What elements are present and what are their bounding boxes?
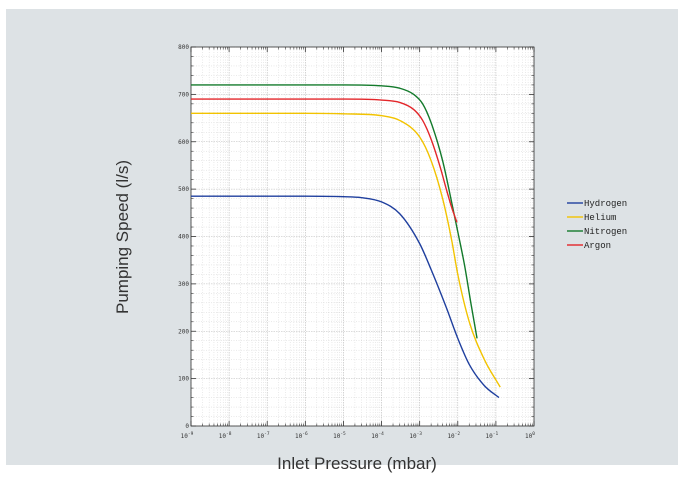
y-tick-label: 200 — [178, 328, 189, 335]
series-line-nitrogen — [191, 84, 478, 339]
y-tick-label: 800 — [178, 44, 189, 51]
legend-label-hydrogen: Hydrogen — [584, 199, 627, 209]
x-axis-title: Inlet Pressure (mbar) — [277, 454, 437, 473]
x-tick-label: 10-1 — [486, 431, 499, 440]
y-tick-label: 500 — [178, 186, 189, 193]
legend-label-nitrogen: Nitrogen — [584, 227, 627, 237]
series-line-argon — [191, 98, 458, 223]
legend-label-argon: Argon — [584, 241, 611, 251]
y-tick-label: 100 — [178, 376, 189, 383]
x-tick-label: 10-9 — [181, 431, 194, 440]
y-tick-label: 300 — [178, 281, 189, 288]
y-axis-title: Pumping Speed (l/s) — [113, 160, 132, 314]
x-tick-label: 10-7 — [257, 431, 270, 440]
x-tick-label: 10-5 — [333, 431, 346, 440]
series-line-hydrogen — [191, 195, 500, 399]
x-tick-label: 100 — [525, 431, 535, 440]
series-line-helium — [191, 112, 501, 388]
y-tick-label: 700 — [178, 91, 189, 98]
x-tick-label: 10-2 — [447, 431, 460, 440]
legend-label-helium: Helium — [584, 213, 616, 223]
y-tick-label: 0 — [185, 423, 189, 430]
y-tick-label: 600 — [178, 139, 189, 146]
x-tick-label: 10-6 — [295, 431, 308, 440]
x-tick-label: 10-8 — [219, 431, 232, 440]
x-tick-label: 10-4 — [371, 431, 384, 440]
x-tick-label: 10-3 — [409, 431, 422, 440]
y-tick-label: 400 — [178, 234, 189, 241]
